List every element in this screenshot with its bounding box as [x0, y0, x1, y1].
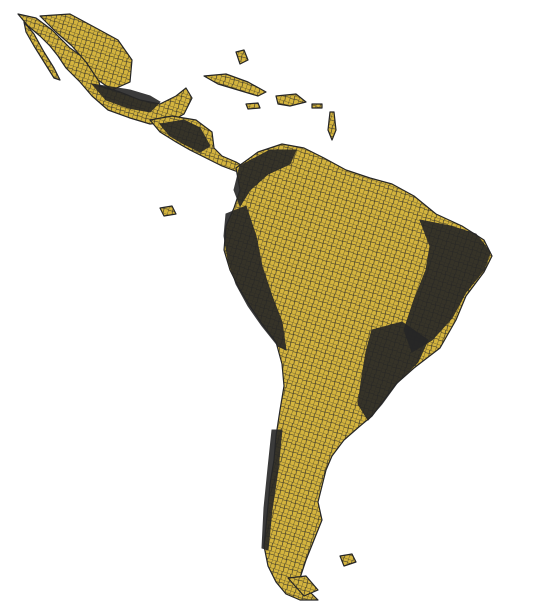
galapagos-region [159, 205, 177, 217]
brazil-northeast-dense-area [403, 219, 491, 353]
jamaica-region [245, 102, 261, 110]
baja-california-region [23, 21, 61, 81]
puerto-rico-region [311, 103, 323, 109]
central-america-dense-area [159, 119, 211, 153]
mexico-north-region [39, 13, 133, 91]
tierra-del-fuego-region [287, 575, 319, 597]
andes-west-dense-area [223, 205, 287, 351]
chile-coast-dense-area [261, 429, 283, 551]
dense-boundary-layer [90, 83, 491, 551]
south-america-region [223, 143, 493, 601]
central-mexico-dense-area [90, 83, 161, 113]
cuba-region [203, 73, 267, 97]
colombia-north-dense-area [233, 149, 297, 208]
hispaniola-region [275, 93, 307, 107]
falkland-islands-region [339, 553, 357, 567]
brazil-southeast-dense-area [357, 321, 429, 421]
lesser-antilles-region [327, 111, 337, 141]
bahamas-region [235, 49, 249, 65]
